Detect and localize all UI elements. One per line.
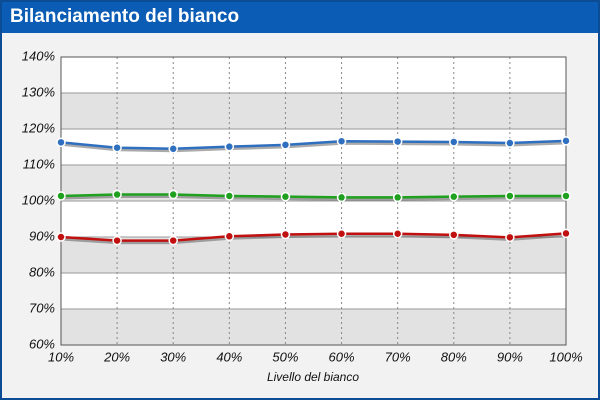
y-tick-label: 100%: [22, 192, 55, 207]
data-point: [336, 136, 347, 146]
data-point: [168, 189, 178, 200]
series-line-shadow: [60, 194, 566, 201]
x-tick-label: 100%: [549, 349, 582, 364]
series-line-shadow: [60, 140, 567, 153]
x-axis-label: Livello del bianco: [267, 370, 359, 384]
x-tick-label: 40%: [216, 349, 242, 364]
x-tick-label: 20%: [103, 349, 130, 364]
y-tick-label: 130%: [22, 84, 55, 99]
data-point: [449, 230, 459, 240]
data-point: [280, 140, 291, 150]
data-point: [112, 235, 122, 246]
y-tick-label: 60%: [29, 336, 55, 351]
y-tick-label: 120%: [22, 120, 55, 135]
data-point: [392, 229, 403, 239]
data-point: [224, 231, 235, 242]
x-tick-label: 30%: [160, 349, 186, 364]
data-point: [280, 191, 291, 202]
data-point: [561, 136, 571, 146]
x-tick-label: 90%: [497, 349, 523, 364]
data-point: [449, 137, 459, 147]
data-point: [449, 191, 459, 202]
y-tick-label: 70%: [29, 300, 55, 315]
series-line: [60, 232, 567, 242]
x-tick-label: 70%: [385, 349, 411, 364]
x-tick-label: 10%: [48, 349, 74, 364]
data-point: [505, 138, 515, 148]
data-point: [56, 137, 66, 148]
data-point: [224, 191, 235, 201]
data-point: [224, 141, 235, 152]
x-tick-label: 50%: [272, 349, 298, 364]
series-line-shadow: [60, 232, 567, 245]
y-tick-label: 90%: [29, 228, 55, 243]
y-tick-label: 140%: [22, 48, 55, 63]
data-point: [112, 189, 122, 200]
grid-band: [61, 309, 566, 345]
series-line: [60, 193, 566, 199]
data-point: [561, 228, 571, 239]
data-point: [280, 229, 291, 240]
x-tick-label: 80%: [441, 349, 467, 364]
chart-title: Bilanciamento del bianco: [10, 6, 239, 27]
data-point: [505, 232, 515, 243]
data-point: [505, 191, 515, 201]
data-point: [336, 229, 347, 239]
title-bar: [0, 0, 600, 33]
data-point: [168, 144, 178, 154]
data-point: [56, 232, 66, 242]
data-point: [392, 192, 403, 203]
series-line: [60, 139, 567, 151]
y-tick-label: 80%: [29, 264, 55, 279]
data-point: [56, 191, 66, 201]
grid-band: [61, 93, 566, 129]
plot-area: 60% 70% 80% 90% 100% 110% 120% 130% 140% 10% 20% 30…: [22, 48, 583, 364]
data-point: [168, 235, 178, 246]
data-point: [392, 136, 403, 147]
y-tick-label: 110%: [23, 156, 55, 171]
plot-border: [60, 56, 567, 346]
x-tick-label: 60%: [329, 349, 355, 364]
data-point: [112, 142, 122, 153]
data-point: [336, 192, 347, 203]
data-point: [561, 191, 571, 201]
